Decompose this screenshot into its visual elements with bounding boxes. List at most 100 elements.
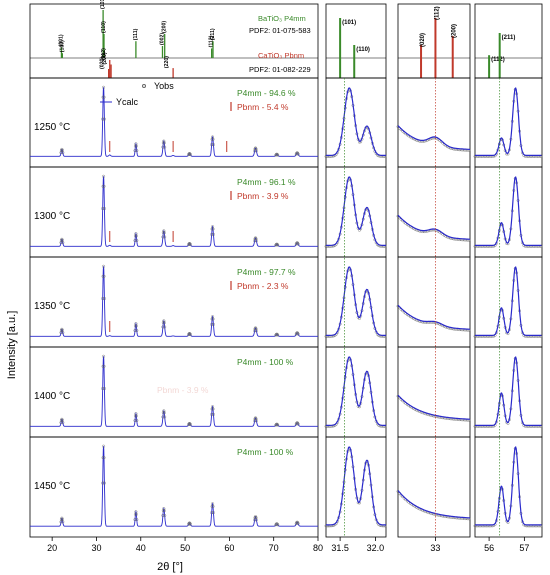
zoom-x-tick-label: 31.5 bbox=[331, 543, 349, 553]
zoom-calc-curve bbox=[326, 87, 386, 156]
obs-point bbox=[162, 321, 166, 325]
pbnm-ref-label: (220) bbox=[164, 56, 170, 68]
obs-point bbox=[162, 319, 166, 323]
obs-point bbox=[102, 264, 106, 268]
obs-point bbox=[275, 522, 279, 526]
obs-point bbox=[101, 274, 105, 278]
obs-point bbox=[61, 520, 65, 524]
obs-point bbox=[211, 227, 215, 231]
p4mm-ref-label: (200) bbox=[162, 21, 168, 33]
x-axis-label: 2θ [°] bbox=[157, 561, 183, 573]
obs-point bbox=[102, 117, 106, 121]
obs-point bbox=[275, 522, 279, 526]
zoom-calc-curve bbox=[326, 446, 386, 526]
obs-point bbox=[162, 509, 166, 513]
obs-point bbox=[254, 237, 258, 241]
obs-point bbox=[275, 242, 279, 246]
y-axis-label: Intensity [a.u.] bbox=[6, 311, 18, 379]
obs-point bbox=[101, 456, 105, 460]
x-tick-label: 70 bbox=[269, 543, 279, 553]
obs-point bbox=[133, 234, 137, 238]
zoom-panel-frame bbox=[397, 77, 471, 168]
obs-point bbox=[276, 523, 280, 527]
calc-curve bbox=[30, 176, 318, 247]
obs-point bbox=[59, 421, 63, 425]
obs-point bbox=[133, 144, 137, 148]
p4mm-ref-label: (111) bbox=[133, 28, 139, 40]
obs-point bbox=[133, 324, 137, 328]
obs-point bbox=[188, 333, 192, 337]
obs-point bbox=[276, 243, 280, 247]
obs-point bbox=[59, 241, 63, 245]
obs-point bbox=[211, 511, 215, 515]
obs-point bbox=[211, 322, 215, 326]
obs-point bbox=[211, 135, 215, 139]
obs-point bbox=[253, 329, 257, 333]
obs-point bbox=[210, 322, 214, 326]
obs-point bbox=[188, 423, 192, 427]
legend-obs-label: Yobs bbox=[154, 81, 174, 91]
obs-point bbox=[162, 139, 166, 143]
obs-point bbox=[61, 151, 65, 155]
zoom-calc-curve bbox=[475, 87, 542, 156]
p4mm-ref-label: (112) bbox=[209, 35, 215, 47]
obs-point bbox=[161, 415, 165, 419]
p4mm-fraction: P4mm - 94.6 % bbox=[237, 88, 296, 98]
obs-point bbox=[188, 422, 192, 426]
obs-point bbox=[253, 419, 257, 423]
obs-point bbox=[134, 412, 138, 416]
obs-point bbox=[135, 239, 139, 243]
obs-point bbox=[188, 242, 192, 246]
p4mm-ref-title: BaTiO₃ P4mm bbox=[258, 14, 306, 23]
p4mm-ref-label: (101) bbox=[100, 0, 106, 9]
obs-point bbox=[102, 444, 106, 448]
obs-point bbox=[133, 149, 137, 153]
pbnm-fraction: Pbnm - 2.3 % bbox=[237, 281, 289, 291]
p4mm-fraction: P4mm - 97.7 % bbox=[237, 267, 296, 277]
obs-point bbox=[211, 225, 215, 229]
obs-point bbox=[296, 332, 300, 336]
zoom-x-tick-label: 33 bbox=[430, 543, 440, 553]
obs-point bbox=[188, 153, 192, 157]
pbnm-ref-title: CaTiO₃ Pbnm bbox=[258, 51, 304, 60]
obs-point bbox=[162, 141, 166, 145]
p4mm-fraction: P4mm - 96.1 % bbox=[237, 177, 296, 187]
obs-point bbox=[210, 232, 214, 236]
temperature-label: 1300 °C bbox=[34, 211, 70, 222]
pbnm-ref-label: (112) bbox=[101, 48, 107, 60]
obs-point bbox=[101, 387, 105, 391]
x-tick-label: 60 bbox=[224, 543, 234, 553]
pbnm-fraction: Pbnm - 5.4 % bbox=[237, 102, 289, 112]
zoom-panel-frame bbox=[325, 436, 387, 538]
obs-point bbox=[102, 184, 106, 188]
obs-point bbox=[60, 238, 64, 242]
obs-point bbox=[134, 234, 138, 238]
obs-point bbox=[275, 152, 279, 156]
obs-point bbox=[254, 239, 258, 243]
pbnm-fraction: Pbnm - 3.9 % bbox=[237, 191, 289, 201]
obs-point bbox=[162, 231, 166, 235]
obs-point bbox=[188, 332, 192, 336]
zoom-calc-curve bbox=[397, 490, 470, 519]
calc-curve bbox=[30, 446, 318, 527]
obs-point bbox=[101, 364, 105, 368]
obs-point bbox=[210, 511, 214, 515]
obs-point bbox=[101, 481, 105, 485]
obs-point bbox=[61, 331, 65, 335]
obs-point bbox=[134, 414, 138, 418]
obs-point bbox=[161, 514, 165, 518]
x-tick-label: 30 bbox=[91, 543, 101, 553]
legend-obs-marker bbox=[142, 84, 146, 88]
p4mm-fraction: P4mm - 100 % bbox=[237, 447, 294, 457]
obs-point bbox=[188, 522, 192, 526]
zoom-calc-curve bbox=[397, 304, 471, 330]
calc-curve bbox=[30, 266, 318, 337]
zoom-panel-frame bbox=[397, 166, 471, 258]
obs-point bbox=[254, 149, 258, 153]
obs-point bbox=[133, 518, 137, 522]
pbnm-ref-label: (020) bbox=[100, 57, 106, 69]
obs-point bbox=[211, 137, 215, 141]
obs-point bbox=[274, 333, 278, 337]
obs-point bbox=[102, 456, 106, 460]
